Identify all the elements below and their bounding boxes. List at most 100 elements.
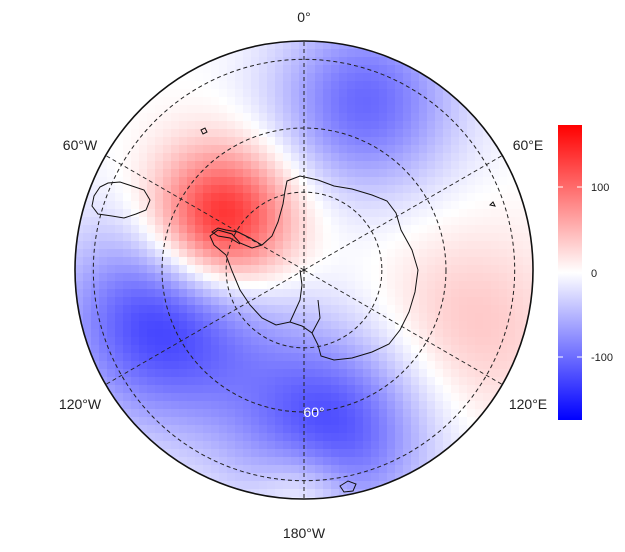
field-cell <box>219 401 228 410</box>
field-cell <box>371 241 380 250</box>
field-cell <box>299 217 308 226</box>
field-cell <box>163 441 172 450</box>
field-cell <box>347 297 356 306</box>
field-cell <box>339 457 348 466</box>
field-cell <box>379 233 388 242</box>
field-cell <box>467 417 476 426</box>
field-cell <box>355 201 364 210</box>
field-cell <box>171 81 180 90</box>
field-cell <box>403 241 412 250</box>
field-cell <box>219 409 228 418</box>
field-cell <box>299 161 308 170</box>
field-cell <box>459 105 468 114</box>
field-cell <box>99 297 108 306</box>
field-cell <box>275 233 284 242</box>
field-cell <box>267 265 276 274</box>
field-cell <box>283 57 292 66</box>
field-cell <box>123 265 132 274</box>
field-cell <box>355 305 364 314</box>
field-cell <box>131 369 140 378</box>
field-cell <box>339 449 348 458</box>
field-cell <box>403 129 412 138</box>
field-cell <box>403 409 412 418</box>
field-cell <box>379 225 388 234</box>
field-cell <box>499 329 508 338</box>
field-cell <box>83 281 92 290</box>
field-cell <box>187 177 196 186</box>
field-cell <box>491 369 500 378</box>
field-cell <box>299 433 308 442</box>
field-cell <box>387 73 396 82</box>
field-cell <box>123 281 132 290</box>
field-cell <box>419 361 428 370</box>
field-cell <box>435 377 444 386</box>
field-cell <box>203 73 212 82</box>
field-cell <box>203 409 212 418</box>
field-cell <box>251 377 260 386</box>
field-cell <box>267 449 276 458</box>
field-cell <box>459 441 468 450</box>
field-cell <box>355 449 364 458</box>
field-cell <box>139 393 148 402</box>
field-cell <box>291 249 300 258</box>
field-cell <box>299 81 308 90</box>
field-cell <box>203 89 212 98</box>
field-cell <box>107 193 116 202</box>
field-cell <box>267 385 276 394</box>
field-cell <box>387 353 396 362</box>
field-cell <box>395 353 404 362</box>
field-cell <box>363 193 372 202</box>
field-cell <box>363 137 372 146</box>
field-cell <box>315 89 324 98</box>
field-cell <box>307 105 316 114</box>
field-cell <box>467 289 476 298</box>
field-cell <box>467 313 476 322</box>
field-cell <box>315 409 324 418</box>
field-cell <box>99 177 108 186</box>
field-cell <box>339 273 348 282</box>
field-cell <box>323 353 332 362</box>
field-cell <box>443 265 452 274</box>
field-cell <box>339 233 348 242</box>
field-cell <box>339 225 348 234</box>
field-cell <box>163 297 172 306</box>
field-cell <box>435 217 444 226</box>
field-cell <box>387 57 396 66</box>
field-cell <box>499 321 508 330</box>
field-cell <box>459 201 468 210</box>
field-cell <box>227 257 236 266</box>
field-cell <box>259 353 268 362</box>
field-cell <box>355 217 364 226</box>
field-cell <box>219 393 228 402</box>
field-cell <box>363 481 372 490</box>
field-cell <box>339 49 348 58</box>
field-cell <box>435 425 444 434</box>
field-cell <box>203 177 212 186</box>
field-cell <box>331 137 340 146</box>
field-cell <box>275 289 284 298</box>
field-cell <box>275 393 284 402</box>
field-cell <box>427 97 436 106</box>
field-cell <box>267 209 276 218</box>
field-cell <box>91 377 100 386</box>
field-cell <box>347 273 356 282</box>
field-cell <box>171 161 180 170</box>
field-cell <box>203 441 212 450</box>
field-cell <box>459 369 468 378</box>
field-cell <box>435 433 444 442</box>
field-cell <box>219 337 228 346</box>
field-cell <box>387 177 396 186</box>
field-cell <box>259 49 268 58</box>
field-cell <box>419 289 428 298</box>
field-cell <box>299 185 308 194</box>
field-cell <box>211 393 220 402</box>
field-cell <box>419 305 428 314</box>
field-cell <box>379 473 388 482</box>
field-cell <box>379 129 388 138</box>
field-cell <box>275 305 284 314</box>
field-cell <box>355 377 364 386</box>
field-cell <box>363 81 372 90</box>
field-cell <box>187 225 196 234</box>
field-cell <box>131 185 140 194</box>
field-cell <box>299 113 308 122</box>
